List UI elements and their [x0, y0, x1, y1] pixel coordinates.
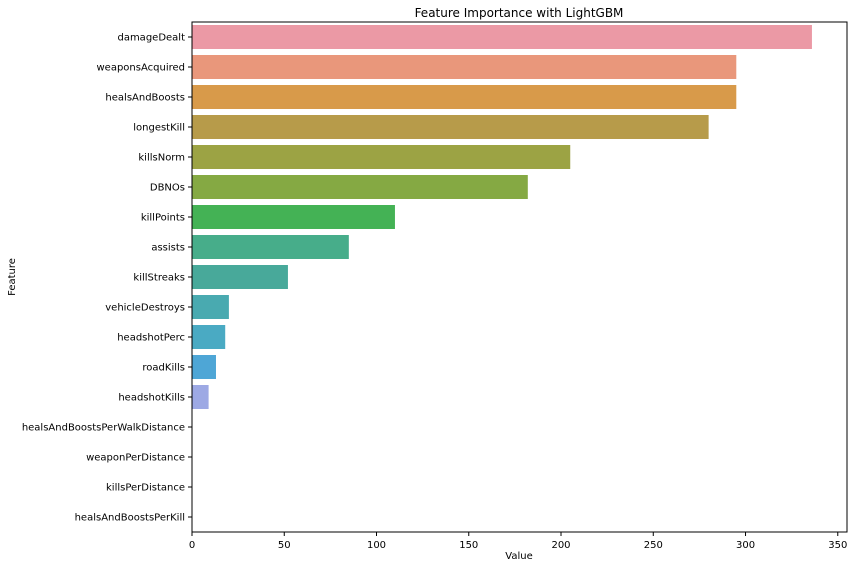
y-tick-label: headshotPerc [117, 333, 185, 344]
bar-damageDealt [192, 25, 812, 49]
y-axis-label: Feature [7, 258, 18, 296]
x-tick-label: 150 [459, 540, 478, 551]
y-tick-label: longestKill [133, 123, 185, 134]
bar-vehicleDestroys [192, 295, 229, 319]
bar-DBNOs [192, 175, 528, 199]
bar-killStreaks [192, 265, 288, 289]
y-tick-label: DBNOs [150, 183, 185, 194]
chart-title: Feature Importance with LightGBM [415, 6, 624, 20]
bar-assists [192, 235, 349, 259]
y-tick-label: healsAndBoostsPerWalkDistance [22, 423, 185, 434]
y-tick-labels: damageDealt weaponsAcquired healsAndBoosts… [22, 33, 192, 524]
bar-longestKill [192, 115, 709, 139]
x-tick-label: 0 [189, 540, 195, 551]
y-tick-label: weaponsAcquired [97, 63, 186, 74]
x-tick-label: 300 [736, 540, 755, 551]
bar-weaponsAcquired [192, 55, 737, 79]
x-tick-label: 350 [828, 540, 847, 551]
x-axis-ticks: 0 50 100 150 200 250 300 350 [189, 532, 847, 551]
y-tick-label: killsNorm [138, 153, 185, 164]
bar-headshotKills [192, 385, 209, 409]
x-tick-label: 100 [367, 540, 386, 551]
bar-killsNorm [192, 145, 571, 169]
y-tick-label: roadKills [142, 363, 185, 374]
x-tick-label: 250 [644, 540, 663, 551]
plot-frame [191, 21, 848, 533]
bar-roadKills [192, 355, 216, 379]
x-axis-label: Value [505, 551, 532, 562]
y-tick-label: killsPerDistance [106, 483, 185, 494]
y-tick-label: weaponPerDistance [86, 453, 185, 464]
bars-group [192, 25, 812, 409]
y-tick-label: healsAndBoosts [105, 93, 185, 104]
y-tick-label: headshotKills [118, 393, 185, 404]
y-tick-label: killPoints [141, 213, 185, 224]
x-tick-label: 50 [278, 540, 291, 551]
bar-killPoints [192, 205, 395, 229]
y-tick-label: killStreaks [133, 273, 185, 284]
y-tick-label: healsAndBoostsPerKill [75, 513, 185, 524]
y-tick-label: assists [151, 243, 185, 254]
bar-healsAndBoosts [192, 85, 737, 109]
y-tick-label: vehicleDestroys [105, 303, 185, 314]
x-tick-label: 200 [551, 540, 570, 551]
y-tick-label: damageDealt [117, 33, 185, 44]
bar-headshotPerc [192, 325, 226, 349]
